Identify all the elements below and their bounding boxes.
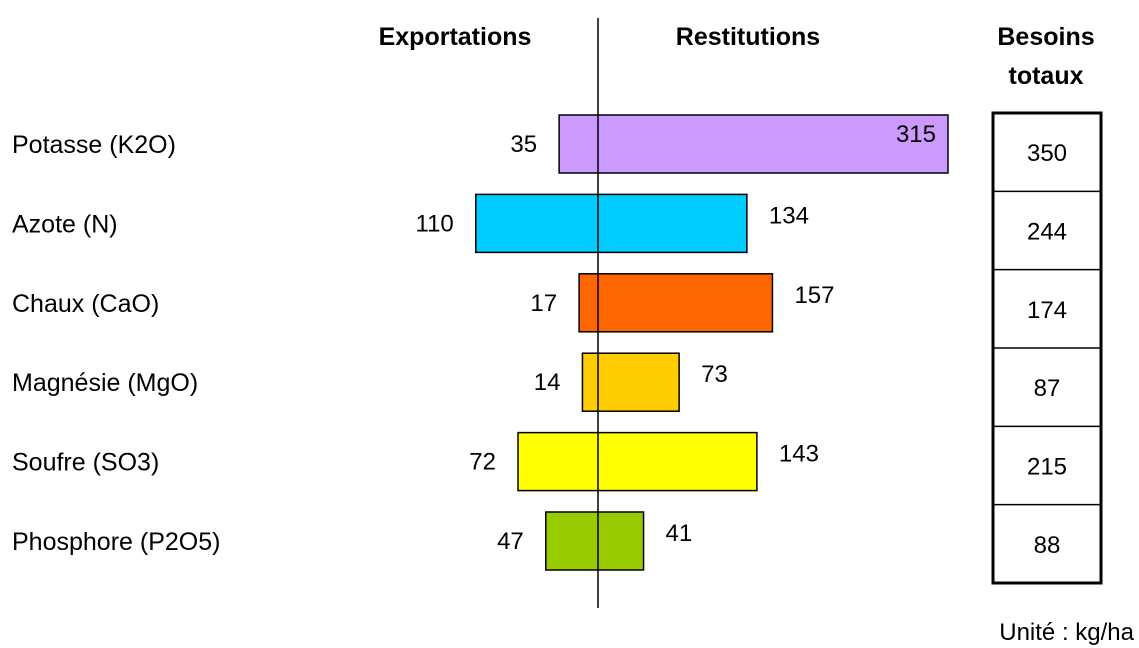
exportations-value-label: 47	[497, 528, 524, 555]
category-label: Chaux (CaO)	[12, 290, 159, 318]
restitutions-value-label: 134	[769, 202, 809, 229]
restitutions-value-label: 143	[779, 441, 819, 468]
restitutions-value-label: 73	[701, 361, 728, 388]
totals-column: 350 244 174 87 215 88	[993, 140, 1101, 559]
total-value: 244	[1027, 219, 1067, 246]
exportations-value-label: 17	[530, 290, 557, 317]
total-value: 87	[1034, 375, 1061, 402]
total-value: 174	[1027, 297, 1067, 324]
total-value: 88	[1034, 532, 1061, 559]
chart-rows: Potasse (K2O) 35 315 Azote (N) 110 134 Chaux (…	[12, 114, 949, 571]
exportations-value-label: 72	[469, 449, 496, 476]
header-restitutions: Restitutions	[676, 23, 820, 51]
header-totals-line2: totaux	[1009, 62, 1084, 90]
bar	[558, 114, 949, 174]
header-exportations: Exportations	[379, 23, 532, 51]
category-label: Phosphore (P2O5)	[12, 528, 220, 556]
exportations-value-label: 35	[510, 131, 537, 158]
restitutions-value-label: 157	[794, 282, 834, 309]
exportations-value-label: 14	[534, 369, 561, 396]
bar	[578, 273, 774, 333]
bar	[517, 431, 758, 492]
total-value: 215	[1027, 454, 1067, 481]
unit-label: Unité : kg/ha	[999, 619, 1134, 646]
restitutions-value-label: 315	[896, 121, 936, 148]
category-label: Potasse (K2O)	[12, 131, 176, 159]
bar	[475, 193, 748, 254]
header-totals-line1: Besoins	[997, 23, 1094, 51]
bar	[581, 352, 680, 412]
category-label: Soufre (SO3)	[12, 449, 159, 477]
total-value: 350	[1027, 140, 1067, 167]
category-label: Magnésie (MgO)	[12, 369, 198, 397]
restitutions-value-label: 41	[666, 520, 693, 547]
bar	[545, 511, 645, 571]
category-label: Azote (N)	[12, 210, 118, 238]
exportations-value-label: 110	[416, 210, 454, 237]
